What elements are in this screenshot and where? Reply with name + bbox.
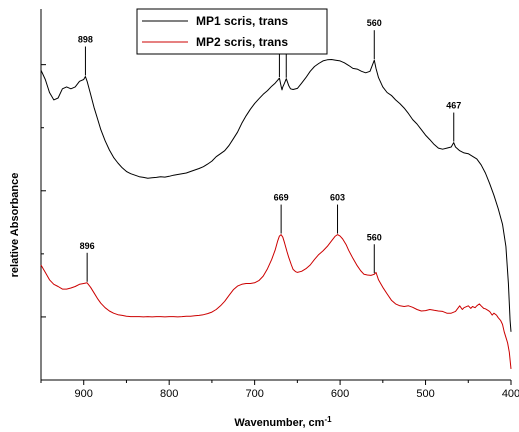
x-tick-label: 700 — [245, 388, 263, 400]
x-tick-label: 400 — [502, 388, 519, 400]
peak-label-467: 467 — [446, 101, 461, 111]
peak-label-898: 898 — [78, 35, 93, 45]
x-tick-label: 800 — [160, 388, 178, 400]
series-line-2 — [41, 235, 511, 369]
legend-label-mp1: MP1 scris, trans — [196, 14, 288, 28]
axes: 900 800 700 600 500 400 — [41, 9, 519, 400]
y-axis-title: relative Absorbance — [9, 173, 21, 278]
x-axis-title: Wavenumber, cm-1 — [234, 415, 332, 429]
legend: MP1 scris, trans MP2 scris, trans — [137, 9, 327, 54]
peak-label-896: 896 — [80, 241, 95, 251]
x-tick-label: 600 — [331, 388, 349, 400]
series-group — [41, 60, 511, 369]
peak-annotations: 898671663560467896669603560 — [78, 18, 461, 282]
x-tick-label: 500 — [416, 388, 434, 400]
legend-label-mp2: MP2 scris, trans — [196, 35, 288, 49]
peak-label-603: 603 — [330, 193, 345, 203]
peak-label-560: 560 — [367, 232, 382, 242]
peak-label-669: 669 — [274, 193, 289, 203]
x-tick-label: 900 — [75, 388, 93, 400]
peak-label-560: 560 — [367, 18, 382, 28]
